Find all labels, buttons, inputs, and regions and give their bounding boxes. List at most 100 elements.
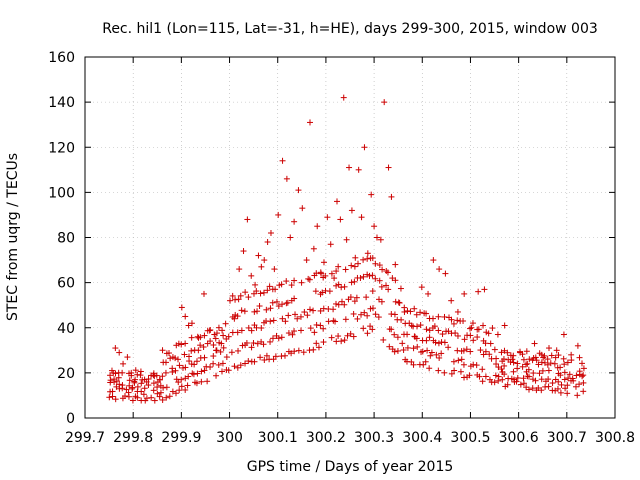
data-point [564, 390, 571, 397]
data-point [317, 269, 324, 276]
data-point [134, 371, 141, 378]
data-point [310, 245, 317, 252]
data-point [364, 250, 371, 257]
data-point [342, 316, 349, 323]
data-point [324, 214, 331, 221]
data-point [367, 305, 374, 312]
data-point [401, 304, 408, 311]
data-point [573, 372, 580, 379]
data-point [517, 381, 524, 388]
data-point [188, 320, 195, 327]
x-tick-label: 300.6 [499, 430, 539, 446]
data-point [526, 386, 533, 393]
data-point [493, 361, 500, 368]
data-point [448, 370, 455, 377]
data-point [555, 378, 562, 385]
data-point [398, 316, 405, 323]
data-point [341, 283, 348, 290]
data-point [417, 322, 424, 329]
data-point [311, 329, 318, 336]
data-point [125, 389, 132, 396]
data-point [454, 332, 461, 339]
data-point [358, 311, 365, 318]
y-axis-label: STEC from uqrg / TECUs [5, 153, 21, 321]
data-point [163, 384, 170, 391]
data-point [269, 335, 276, 342]
data-point [568, 351, 575, 358]
data-point [216, 339, 223, 346]
data-point [299, 205, 306, 212]
data-point [354, 260, 361, 267]
data-point [376, 277, 383, 284]
data-point [452, 330, 459, 337]
data-point [555, 352, 562, 359]
data-point [201, 332, 208, 339]
data-point [413, 335, 420, 342]
data-point [122, 393, 129, 400]
data-point [257, 290, 264, 297]
data-point [579, 360, 586, 367]
data-point [337, 216, 344, 223]
data-point [267, 305, 274, 312]
data-point [510, 352, 517, 359]
data-point [579, 373, 586, 380]
data-point [516, 348, 523, 355]
data-point [430, 257, 437, 264]
x-tick-label: 300.4 [402, 430, 442, 446]
data-point [435, 327, 442, 334]
data-point [375, 314, 382, 321]
data-point [397, 285, 404, 292]
data-point [538, 387, 545, 394]
data-point [485, 330, 492, 337]
data-point [223, 354, 230, 361]
data-point [112, 370, 119, 377]
data-point [549, 380, 556, 387]
data-point [134, 383, 141, 390]
data-point [460, 317, 467, 324]
data-point [236, 266, 243, 273]
data-point [119, 382, 126, 389]
data-point [163, 394, 170, 401]
data-point [454, 308, 461, 315]
data-point [460, 361, 467, 368]
data-point [107, 372, 114, 379]
data-point [213, 347, 220, 354]
data-point [225, 367, 232, 374]
data-point [385, 164, 392, 171]
data-point [425, 290, 432, 297]
data-point [193, 380, 200, 387]
data-point [306, 306, 313, 313]
data-point [423, 326, 430, 333]
data-point [383, 282, 390, 289]
data-point [413, 311, 420, 318]
data-point [204, 378, 211, 385]
data-point [466, 372, 473, 379]
data-point [251, 358, 258, 365]
data-point [242, 289, 249, 296]
data-point [363, 294, 370, 301]
data-point [458, 356, 465, 363]
axis-ticks: 299.7 299.8 299.9 300 300.1 300.2 300.3 300.4 30… [48, 50, 635, 446]
data-point [157, 389, 164, 396]
data-point [580, 365, 587, 372]
data-point [330, 306, 337, 313]
data-point [174, 356, 181, 363]
data-point [134, 394, 141, 401]
data-point [256, 303, 263, 310]
data-point [234, 329, 241, 336]
data-point [419, 348, 426, 355]
data-point [172, 390, 179, 397]
data-point [235, 296, 242, 303]
data-point [574, 392, 581, 399]
data-point [252, 281, 259, 288]
data-point [248, 344, 255, 351]
data-point [269, 299, 276, 306]
data-point [301, 309, 308, 316]
data-point [442, 270, 449, 277]
data-point [504, 349, 511, 356]
data-point [229, 292, 236, 299]
data-point [331, 275, 338, 282]
data-point [264, 287, 271, 294]
data-point [473, 362, 480, 369]
data-point [426, 327, 433, 334]
